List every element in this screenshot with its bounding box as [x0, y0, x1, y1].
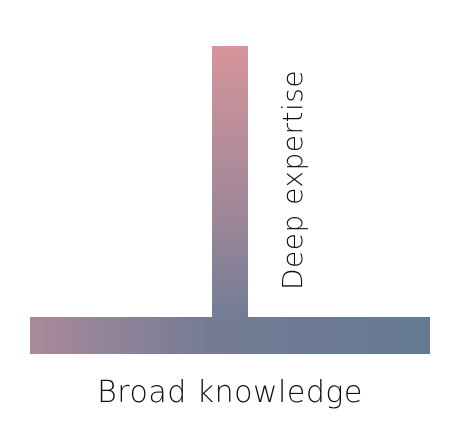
vertical-bar-label: Deep expertise	[276, 70, 309, 290]
vertical-bar	[212, 46, 248, 326]
horizontal-bar-label: Broad knowledge	[97, 375, 363, 410]
horizontal-bar	[30, 317, 430, 354]
